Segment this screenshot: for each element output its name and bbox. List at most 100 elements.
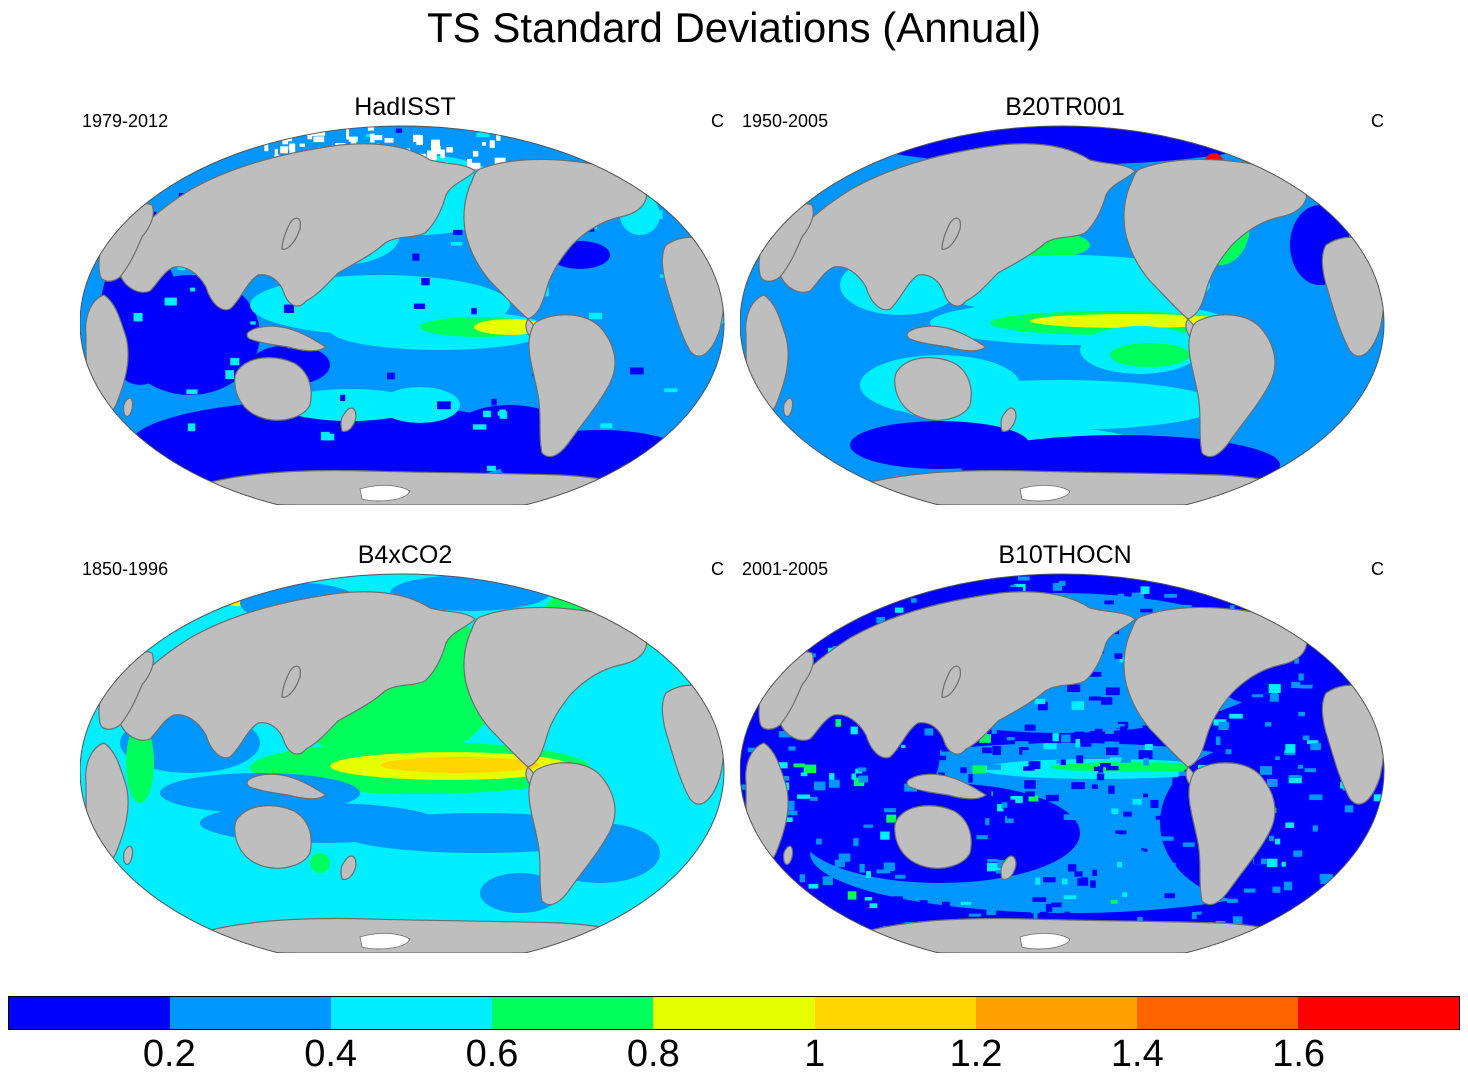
field-speckle [815,819,827,825]
field-speckle [1040,911,1049,918]
field-speckle [1088,696,1102,701]
field-speckle [1022,750,1032,755]
map-border [740,125,1385,505]
sea-ice [350,137,357,147]
field-speckle [1059,580,1066,586]
land-nz [340,855,357,880]
colorbar-segment [1136,997,1298,1029]
field-speckle [1135,732,1143,741]
panel-title: HadISST [354,93,456,121]
field-speckle [968,774,973,783]
field-speckle [450,242,463,246]
land-indonesia [246,773,328,800]
field-speckle [826,738,832,745]
field-speckle [877,779,888,788]
field-speckle [777,762,788,769]
field-contour [160,773,360,813]
land-nz [1000,855,1017,880]
field-speckle [1093,766,1099,772]
field-speckle [600,423,613,429]
field-speckle [589,312,603,320]
field-speckle [1283,845,1288,854]
field-speckle [1063,895,1077,900]
field-speckle [1288,775,1301,779]
field-speckle [1143,757,1149,766]
field-speckle [1050,693,1062,698]
field-speckle [838,747,849,756]
field-speckle [1132,799,1142,805]
land-europeR [674,190,722,228]
field-contour [380,387,460,423]
field-speckle [1067,684,1081,692]
field-speckle [1275,756,1280,760]
field-speckle [778,731,793,738]
field-speckle [1141,848,1148,852]
field-speckle [1267,778,1278,787]
field-speckle [1089,692,1099,698]
field-speckle [375,288,381,292]
field-speckle [1092,784,1098,789]
field-speckle [1316,808,1330,818]
field-speckle [1061,734,1071,743]
field-contour [820,126,1300,165]
land-australia [894,805,972,869]
year-range: 1979-2012 [82,111,169,131]
sea-ice [369,133,375,143]
land-greenland [1267,583,1342,630]
field-speckle [1254,857,1261,865]
field-speckle [1272,875,1277,884]
field-speckle [900,917,906,923]
field-speckle [985,818,990,826]
field-speckle [1120,726,1128,733]
field-speckle [1326,830,1333,837]
field-speckle [1304,768,1316,773]
field-speckle [1312,825,1318,832]
field-speckle [1100,763,1111,768]
field-speckle [1010,584,1017,588]
field-speckle [934,875,949,883]
land-australia [234,805,312,869]
field-speckle [1280,838,1292,845]
field-speckle [880,831,890,840]
map-border [80,125,725,505]
field-speckle [866,807,875,814]
field-speckle [1185,895,1194,903]
field-speckle [1147,895,1156,904]
sea-ice [431,139,440,150]
sea-ice [289,143,296,155]
field-speckle [851,773,856,780]
field-speckle [924,728,934,736]
field-speckle [987,764,1001,770]
field-speckle [1155,815,1167,820]
field-speckle [1170,862,1176,868]
field-speckle [1254,707,1265,714]
colorbar-segment [492,997,654,1029]
field-speckle [1031,894,1039,900]
field-speckle [1132,813,1139,817]
field-speckle [982,747,992,754]
field-speckle [1093,842,1100,850]
sea-ice [299,143,305,147]
field-speckle [437,401,451,410]
field-speckle [1120,755,1131,763]
field-speckle [803,764,817,774]
field-speckle [1294,655,1299,664]
field-speckle [1061,878,1068,885]
field-speckle [800,772,808,777]
field-speckle [1080,740,1092,747]
field-speckle [1243,888,1256,893]
field-speckle [1108,833,1119,840]
field-speckle [858,775,868,783]
field-speckle [1111,883,1124,887]
land-greenland [607,583,682,630]
land-japan [281,217,301,250]
land-antarctica [859,469,1301,505]
field-speckle [1225,749,1232,755]
field-speckle [230,357,240,366]
field-speckle [1025,716,1030,725]
field-speckle [170,338,176,345]
field-speckle [1072,893,1085,898]
units-label: C [711,111,724,131]
field-speckle [829,773,835,781]
field-speckle [1083,905,1096,912]
